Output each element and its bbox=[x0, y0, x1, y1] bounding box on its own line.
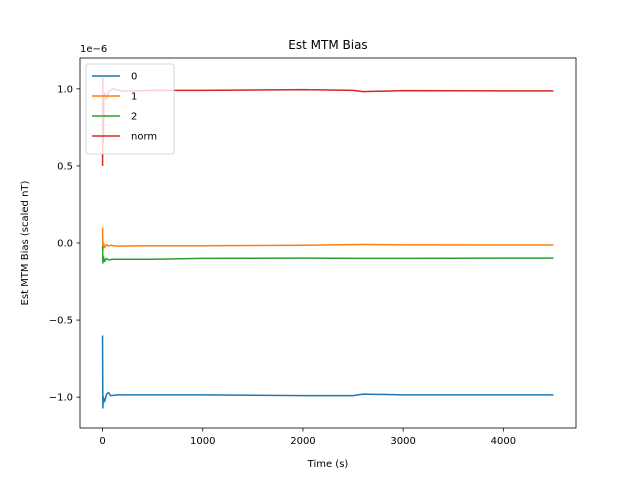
y-offset-label: 1e−6 bbox=[80, 44, 107, 55]
series-line-1 bbox=[101, 227, 554, 250]
x-tick-label: 2000 bbox=[290, 436, 315, 447]
x-axis-label: Time (s) bbox=[307, 459, 349, 470]
y-axis-label: Est MTM Bias (scaled nT) bbox=[20, 180, 31, 305]
x-tick-label: 4000 bbox=[491, 436, 516, 447]
x-tick-label: 3000 bbox=[390, 436, 415, 447]
y-tick-label: 1.0 bbox=[57, 84, 73, 95]
series-line-0 bbox=[101, 335, 554, 409]
legend-label-1: 1 bbox=[131, 92, 137, 103]
x-tick-label: 1000 bbox=[190, 436, 215, 447]
chart-title: Est MTM Bias bbox=[288, 38, 367, 52]
y-tick-label: −1.0 bbox=[49, 393, 73, 404]
legend-label-0: 0 bbox=[131, 72, 137, 83]
axes-frame bbox=[79, 57, 577, 429]
y-tick-label: 0.0 bbox=[57, 239, 73, 250]
legend-box bbox=[85, 63, 175, 155]
legend-label-2: 2 bbox=[131, 112, 137, 123]
legend-label-norm: norm bbox=[131, 132, 157, 143]
y-tick-label: −0.5 bbox=[49, 316, 73, 327]
x-tick-label: 0 bbox=[99, 436, 105, 447]
series-line-2 bbox=[101, 246, 554, 264]
axis-ticks: 0 1000 2000 3000 4000 −1.0 −0.5 0.0 0.5 1.0 bbox=[49, 84, 516, 447]
y-tick-label: 0.5 bbox=[57, 161, 73, 172]
legend: 0 1 2 norm bbox=[85, 63, 175, 155]
